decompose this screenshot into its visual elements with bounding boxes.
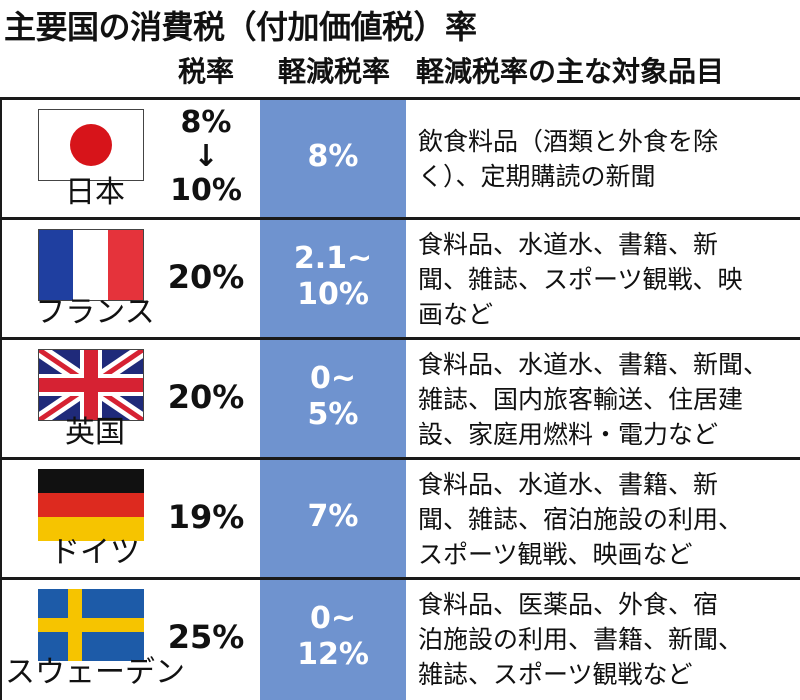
target-items: 食料品、医薬品、外食、宿 泊施設の利用、書籍、新聞、 雑誌、スポーツ観戦など	[418, 585, 796, 693]
reduced-rate-line: 7%	[307, 498, 359, 534]
table-row-uk: 英国 20% 0~ 5% 食料品、水道水、書籍、新聞、 雑誌、国内旅客輸送、住居…	[0, 337, 800, 456]
country-name: スウェーデン	[5, 655, 185, 690]
sweden-flag	[38, 589, 144, 661]
items-line: スポーツ観戦、映画など	[418, 539, 693, 569]
row-divider	[0, 217, 800, 220]
rate-before: 8%	[180, 104, 232, 140]
items-line: 飲食料品（酒類と外食を除	[418, 127, 719, 156]
items-line: 食料品、水道水、書籍、新	[418, 469, 719, 499]
standard-rate: 25%	[167, 617, 245, 656]
items-line: 聞、雑誌、スポーツ観戦、映	[418, 264, 743, 294]
table-left-border	[0, 97, 2, 700]
items-line: 雑誌、スポーツ観戦など	[418, 659, 693, 689]
japan-flag	[38, 109, 144, 181]
reduced-rate-column	[260, 97, 406, 700]
items-line: 聞、雑誌、宿泊施設の利用、	[418, 504, 744, 534]
reduced-rate-line: 2.1~	[293, 240, 373, 276]
items-line: 泊施設の利用、書籍、新聞、	[418, 624, 744, 654]
country-name: ドイツ	[50, 535, 140, 570]
reduced-rate-line: 0~	[309, 360, 356, 396]
row-divider	[0, 457, 800, 460]
country-name: 英国	[65, 415, 125, 450]
items-line: 雑誌、国内旅客輸送、住居建	[418, 384, 744, 414]
reduced-rate: 7%	[260, 457, 406, 576]
reduced-rate-line: 12%	[297, 636, 369, 672]
items-line: 食料品、水道水、書籍、新聞、	[418, 349, 769, 379]
items-line: 画など	[418, 299, 494, 329]
header-rate: 税率	[177, 55, 234, 88]
table-row-sweden: スウェーデン 25% 0~ 12% 食料品、医薬品、外食、宿 泊施設の利用、書籍…	[0, 577, 800, 696]
standard-rate: 19%	[167, 497, 245, 536]
table-row-germany: ドイツ 19% 7% 食料品、水道水、書籍、新 聞、雑誌、宿泊施設の利用、 スポ…	[0, 457, 800, 576]
reduced-rate-line: 8%	[307, 138, 359, 174]
uk-flag	[38, 349, 144, 421]
target-items: 食料品、水道水、書籍、新 聞、雑誌、スポーツ観戦、映 画など	[418, 225, 796, 333]
row-divider	[0, 97, 800, 100]
header-target-items: 軽減税率の主な対象品目	[416, 55, 725, 88]
standard-rate: 20%	[167, 377, 245, 416]
reduced-rate-line: 5%	[307, 396, 359, 432]
reduced-rate-line: 0~	[309, 600, 356, 636]
reduced-rate: 2.1~ 10%	[260, 217, 406, 336]
reduced-rate: 8%	[260, 97, 406, 216]
target-items: 食料品、水道水、書籍、新 聞、雑誌、宿泊施設の利用、 スポーツ観戦、映画など	[418, 465, 796, 573]
target-items: 飲食料品（酒類と外食を除 く）、定期購読の新聞	[418, 105, 796, 213]
target-items: 食料品、水道水、書籍、新聞、 雑誌、国内旅客輸送、住居建 設、家庭用燃料・電力な…	[418, 345, 796, 453]
row-divider	[0, 577, 800, 580]
table-row-japan: 日本 8% ↓ 10% 8% 飲食料品（酒類と外食を除 く）、定期購読の新聞	[0, 97, 800, 216]
standard-rate: 20%	[167, 257, 245, 296]
page-title: 主要国の消費税（付加価値税）率	[4, 8, 477, 46]
country-name: フランス	[35, 295, 155, 330]
reduced-rate-line: 10%	[297, 276, 369, 312]
items-line: 設、家庭用燃料・電力など	[418, 419, 719, 449]
country-name: 日本	[65, 175, 125, 210]
tax-table: 日本 8% ↓ 10% 8% 飲食料品（酒類と外食を除 く）、定期購読の新聞	[0, 97, 800, 700]
header-reduced-rate: 軽減税率	[277, 55, 390, 88]
germany-flag	[38, 469, 144, 541]
items-line: 食料品、医薬品、外食、宿	[418, 589, 719, 619]
france-flag	[38, 229, 144, 301]
standard-rate: 8% ↓ 10%	[152, 97, 260, 216]
arrow-down-icon: ↓	[193, 138, 219, 174]
items-line: く）、定期購読の新聞	[418, 162, 656, 191]
items-line: 食料品、水道水、書籍、新	[418, 229, 719, 259]
row-divider	[0, 337, 800, 340]
table-row-france: フランス 20% 2.1~ 10% 食料品、水道水、書籍、新 聞、雑誌、スポーツ…	[0, 217, 800, 336]
reduced-rate: 0~ 12%	[260, 577, 406, 696]
reduced-rate: 0~ 5%	[260, 337, 406, 456]
rate-after: 10%	[170, 172, 242, 208]
